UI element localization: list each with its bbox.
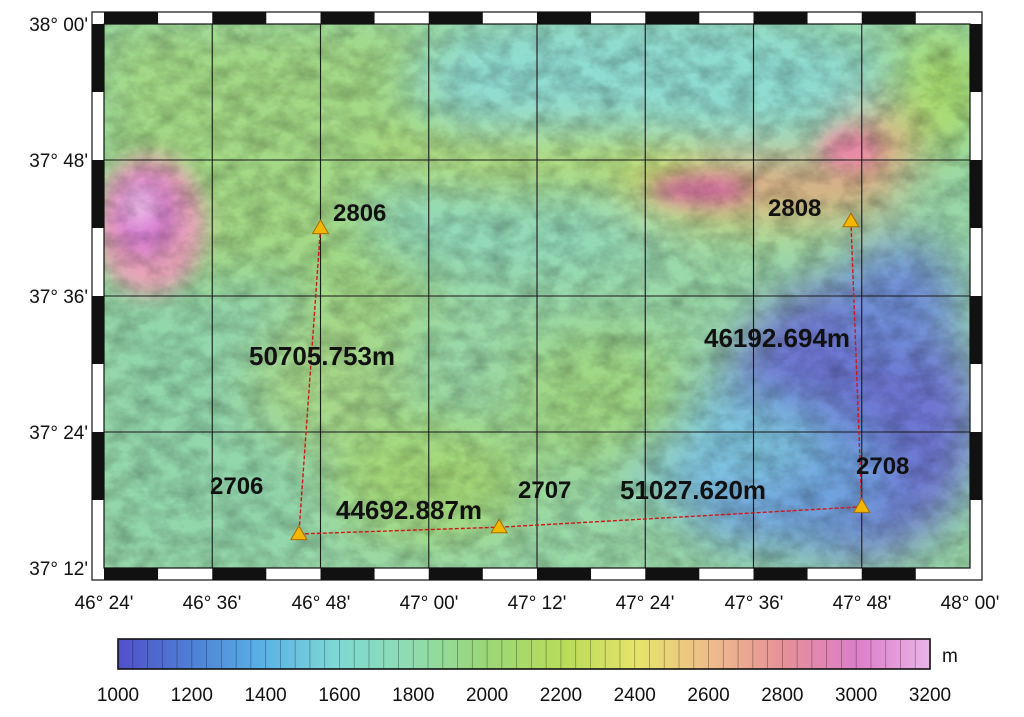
station-marker-2806 — [311, 219, 330, 235]
station-labels: 2806 2808 2706 2707 2708 — [210, 195, 909, 504]
lon-label: 47° 36' — [725, 593, 784, 614]
lon-label: 46° 48' — [292, 593, 351, 614]
lat-label: 37° 24' — [29, 423, 88, 444]
lat-label: 37° 36' — [29, 287, 88, 308]
baseline-label-2808-2708: 46192.694m — [704, 323, 850, 353]
baseline-label-2806-2706: 50705.753m — [249, 341, 395, 371]
station-label-2706: 2706 — [210, 473, 263, 500]
lat-label: 37° 12' — [29, 559, 88, 580]
colorbar-tick-label: 1400 — [244, 685, 286, 706]
baseline-labels: 50705.753m 44692.887m 51027.620m 46192.6… — [249, 323, 850, 525]
colorbar-tick-label: 2800 — [761, 685, 803, 706]
map-frame — [91, 11, 983, 581]
colorbar-tick-label: 2000 — [466, 685, 508, 706]
baseline-label-2707-2708: 51027.620m — [620, 475, 766, 505]
station-label-2808: 2808 — [768, 195, 821, 222]
lon-label: 47° 24' — [616, 593, 675, 614]
colorbar-tick-label: 3200 — [909, 685, 951, 706]
colorbar-gradient — [118, 639, 930, 669]
baseline-2707-2708 — [499, 506, 862, 528]
colorbar-unit: m — [942, 646, 958, 667]
station-marker-2708 — [852, 497, 871, 513]
station-label-2708: 2708 — [856, 453, 909, 480]
lon-label: 47° 48' — [833, 593, 892, 614]
station-label-2707: 2707 — [518, 477, 571, 504]
lon-label: 46° 24' — [75, 593, 134, 614]
baseline-2706-2707 — [298, 526, 500, 535]
lat-label: 37° 48' — [29, 151, 88, 172]
baselines-layer — [298, 221, 863, 535]
colorbar-tick-label: 3000 — [835, 685, 877, 706]
colorbar-tick-label: 1600 — [318, 685, 360, 706]
lon-label: 47° 12' — [508, 593, 567, 614]
elevation-colorbar: m 1000 1200 1400 1600 1800 2000 2200 2400 2600 28… — [97, 638, 958, 706]
colorbar-tick-label: 1000 — [97, 685, 139, 706]
station-marker-2707 — [490, 518, 508, 534]
baseline-label-2706-2707: 44692.887m — [336, 495, 482, 525]
station-marker-2706 — [289, 525, 308, 541]
colorbar-tick-label: 2400 — [614, 685, 656, 706]
colorbar-tick-label: 1200 — [171, 685, 213, 706]
lon-axis-labels: 46° 24' 46° 36' 46° 48' 47° 00' 47° 12' … — [75, 593, 1000, 614]
lon-label: 47° 00' — [400, 593, 459, 614]
lat-label: 38° 00' — [29, 15, 88, 36]
colorbar-tick-label: 2200 — [540, 685, 582, 706]
station-label-2806: 2806 — [333, 200, 386, 227]
stations-layer — [289, 212, 871, 541]
graticule — [104, 24, 970, 568]
lat-axis-labels: 38° 00' 37° 48' 37° 36' 37° 24' 37° 12' — [29, 15, 88, 580]
colorbar-tick-label: 1800 — [392, 685, 434, 706]
colorbar-tick-label: 2600 — [687, 685, 729, 706]
baseline-2806-2706 — [298, 227, 322, 535]
lon-label: 46° 36' — [183, 593, 242, 614]
station-marker-2808 — [842, 212, 860, 228]
lon-label: 48° 00' — [941, 593, 1000, 614]
